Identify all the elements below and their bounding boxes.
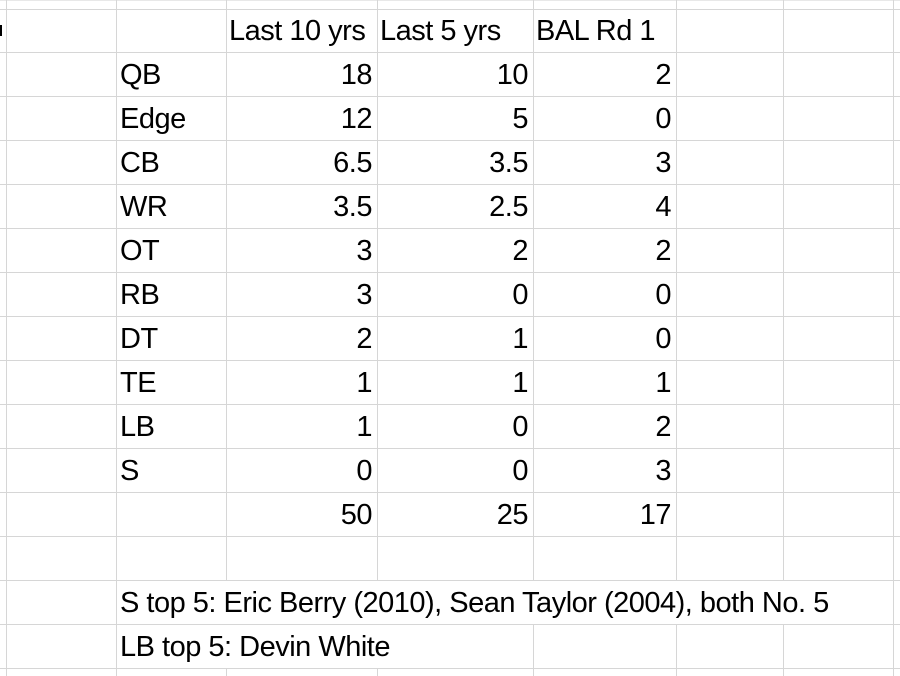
- gridline-vertical: [226, 0, 227, 676]
- total-value-cell[interactable]: 50: [340, 499, 373, 531]
- value-cell[interactable]: 1: [655, 367, 671, 399]
- column-header-cell[interactable]: Last 5 yrs: [380, 15, 501, 47]
- value-cell[interactable]: 2: [512, 235, 528, 267]
- value-cell[interactable]: 0: [512, 411, 528, 443]
- value-cell[interactable]: 0: [655, 103, 671, 135]
- value-cell[interactable]: 2: [356, 323, 372, 355]
- gridline-horizontal: [0, 580, 900, 581]
- gridline-horizontal: [0, 9, 900, 10]
- value-cell[interactable]: 3: [356, 279, 372, 311]
- value-cell[interactable]: 2: [655, 235, 671, 267]
- gridline-horizontal: [0, 316, 900, 317]
- value-cell[interactable]: 18: [340, 59, 373, 91]
- gridline-horizontal: [0, 404, 900, 405]
- gridline-horizontal: [0, 272, 900, 273]
- gridline-vertical: [6, 0, 7, 676]
- gridline-horizontal: [0, 228, 900, 229]
- position-label-cell[interactable]: S: [120, 455, 139, 487]
- gridline-vertical: [783, 0, 784, 676]
- value-cell[interactable]: 3.5: [489, 147, 528, 179]
- value-cell[interactable]: 4: [655, 191, 671, 223]
- gridline-horizontal: [0, 668, 900, 669]
- position-label-cell[interactable]: OT: [120, 235, 160, 267]
- position-label-cell[interactable]: LB: [120, 411, 155, 443]
- value-cell[interactable]: 3: [356, 235, 372, 267]
- gridline-horizontal: [0, 0, 900, 1]
- total-value-cell[interactable]: 25: [496, 499, 529, 531]
- position-label-cell[interactable]: Edge: [120, 103, 186, 135]
- note-cell[interactable]: S top 5: Eric Berry (2010), Sean Taylor …: [120, 587, 829, 619]
- overflow-mask: [117, 581, 892, 624]
- gridline-horizontal: [0, 96, 900, 97]
- value-cell[interactable]: 3.5: [333, 191, 372, 223]
- value-cell[interactable]: 0: [512, 455, 528, 487]
- total-value-cell[interactable]: 17: [639, 499, 672, 531]
- column-header-cell[interactable]: Last 10 yrs: [229, 15, 366, 47]
- value-cell[interactable]: 1: [356, 411, 372, 443]
- position-label-cell[interactable]: QB: [120, 59, 161, 91]
- gridline-vertical: [533, 0, 534, 676]
- note-cell[interactable]: LB top 5: Devin White: [120, 631, 390, 663]
- value-cell[interactable]: 2: [655, 59, 671, 91]
- gridline-horizontal: [0, 184, 900, 185]
- gridline-vertical: [377, 0, 378, 676]
- value-cell[interactable]: 6.5: [333, 147, 372, 179]
- value-cell[interactable]: 10: [496, 59, 529, 91]
- gridline-horizontal: [0, 492, 900, 493]
- value-cell[interactable]: 1: [356, 367, 372, 399]
- gridline-horizontal: [0, 140, 900, 141]
- value-cell[interactable]: 2.5: [489, 191, 528, 223]
- gridline-horizontal: [0, 448, 900, 449]
- gridline-horizontal: [0, 360, 900, 361]
- position-label-cell[interactable]: CB: [120, 147, 160, 179]
- gridline-horizontal: [0, 624, 900, 625]
- position-label-cell[interactable]: RB: [120, 279, 160, 311]
- value-cell[interactable]: 12: [340, 103, 373, 135]
- gridline-horizontal: [0, 536, 900, 537]
- value-cell[interactable]: 5: [512, 103, 528, 135]
- gridline-vertical: [116, 0, 117, 676]
- value-cell[interactable]: 0: [655, 323, 671, 355]
- value-cell[interactable]: 0: [655, 279, 671, 311]
- value-cell[interactable]: 1: [512, 367, 528, 399]
- value-cell[interactable]: 0: [512, 279, 528, 311]
- value-cell[interactable]: 3: [655, 147, 671, 179]
- gridline-vertical: [893, 0, 894, 676]
- value-cell[interactable]: 1: [512, 323, 528, 355]
- value-cell[interactable]: 3: [655, 455, 671, 487]
- column-header-cell[interactable]: BAL Rd 1: [536, 15, 656, 47]
- clipped-text-fragment: [0, 25, 2, 36]
- value-cell[interactable]: 0: [356, 455, 372, 487]
- gridline-horizontal: [0, 52, 900, 53]
- gridline-vertical: [676, 0, 677, 676]
- position-label-cell[interactable]: WR: [120, 191, 168, 223]
- overflow-mask: [117, 625, 532, 668]
- position-label-cell[interactable]: TE: [120, 367, 157, 399]
- value-cell[interactable]: 2: [655, 411, 671, 443]
- position-label-cell[interactable]: DT: [120, 323, 158, 355]
